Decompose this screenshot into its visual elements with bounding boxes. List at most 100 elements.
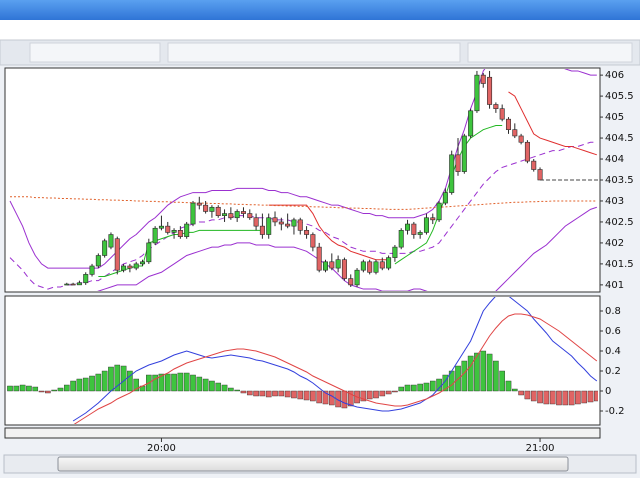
y-tick-label: 404 [605, 154, 624, 165]
histogram-bar [164, 373, 171, 392]
candle-body [392, 246, 398, 258]
histogram-bar [297, 390, 304, 400]
candle-body [234, 211, 240, 219]
candle-body [474, 74, 480, 112]
histogram-bar [329, 390, 335, 406]
histogram-bar [221, 384, 228, 392]
histogram-bar [373, 390, 379, 399]
candle-body [158, 225, 164, 229]
candle-body [499, 108, 505, 120]
histogram-bar [581, 390, 588, 404]
histogram-bar [429, 380, 436, 392]
histogram-bar [366, 390, 373, 400]
candle-body [423, 217, 429, 233]
y-tick-label: 405 [605, 112, 624, 123]
candle-body [177, 230, 183, 237]
histogram-bar [26, 385, 32, 392]
histogram-bar [89, 375, 95, 392]
histogram-bar [32, 386, 39, 392]
histogram-bar [228, 387, 234, 392]
y-tick-label: -0.2 [605, 406, 625, 417]
histogram-bar [335, 390, 341, 408]
candle-body [108, 234, 114, 248]
candle-body [505, 118, 511, 130]
candle-body [367, 261, 373, 273]
histogram-bar [158, 373, 165, 392]
y-tick-label: 406 [605, 70, 624, 81]
separator-bar [4, 427, 601, 439]
y-tick-label: 403 [605, 196, 624, 207]
indicator-line [9, 69, 597, 269]
histogram-bar [398, 386, 405, 392]
candle-body [253, 217, 259, 227]
histogram-bar [196, 376, 203, 392]
indicator-line [268, 91, 597, 261]
histogram-bar [253, 390, 259, 397]
histogram-bar [423, 382, 430, 392]
scrollbar-thumb[interactable] [57, 456, 569, 472]
candle-body [316, 246, 322, 271]
candle-body [449, 154, 455, 193]
histogram-bar [19, 384, 26, 392]
histogram-bar [303, 390, 310, 401]
candle-body [297, 219, 303, 231]
candle-body [480, 74, 486, 84]
histogram-bar [120, 365, 127, 392]
histogram-bar [152, 374, 158, 392]
histogram-bar [379, 390, 386, 397]
histogram-bar [486, 353, 493, 392]
histogram-bar [530, 390, 537, 402]
x-tick-label: 21:00 [526, 443, 555, 454]
candle-body [127, 265, 133, 269]
x-tick-label: 20:00 [147, 443, 176, 454]
histogram-bar [240, 390, 247, 394]
histogram-bar [442, 374, 449, 392]
histogram-bar [171, 373, 177, 392]
indicator-line [72, 297, 598, 422]
candle-body [102, 240, 108, 256]
y-tick-label: 0.6 [605, 326, 621, 337]
histogram-bar [202, 378, 209, 392]
histogram-bar [480, 350, 487, 392]
candle-body [133, 263, 139, 269]
y-tick-label: 0.4 [605, 346, 621, 357]
histogram-bar [505, 380, 512, 392]
indicator-line [10, 196, 597, 210]
candle-body [436, 202, 442, 221]
candle-body [524, 141, 530, 162]
candle-body [518, 135, 524, 143]
histogram-bar [385, 390, 392, 395]
y-tick-label: 0.2 [605, 366, 621, 377]
histogram-bar [108, 366, 114, 392]
candle-body [335, 259, 341, 269]
candle-body [184, 223, 190, 237]
histogram-bar [291, 390, 297, 399]
histogram-bar [360, 390, 367, 402]
candle-body [215, 206, 221, 216]
candle-body [228, 213, 234, 219]
histogram-bar [82, 377, 89, 392]
histogram-bar [549, 390, 556, 405]
candle-body [165, 225, 171, 233]
candle-body [304, 230, 310, 235]
candle-body [152, 227, 158, 244]
candle-body [417, 232, 423, 235]
macd-pane [4, 295, 601, 426]
histogram-bar [272, 390, 278, 397]
histogram-bar [512, 388, 518, 392]
histogram-bar [310, 390, 316, 402]
histogram-bar [177, 372, 184, 392]
histogram-bar [190, 374, 196, 392]
title-bar [0, 0, 640, 20]
y-tick-label: 401 [605, 280, 624, 291]
candle-body [322, 261, 328, 271]
y-tick-label: 402 [605, 238, 624, 249]
candle-body [171, 230, 177, 233]
y-tick-label: 402.5 [605, 217, 634, 228]
price-plot [9, 69, 598, 291]
histogram-bar [562, 390, 569, 406]
toolbar-slot [167, 42, 461, 63]
candle-body [89, 265, 95, 275]
candle-body [83, 274, 89, 284]
candle-body [121, 265, 127, 271]
